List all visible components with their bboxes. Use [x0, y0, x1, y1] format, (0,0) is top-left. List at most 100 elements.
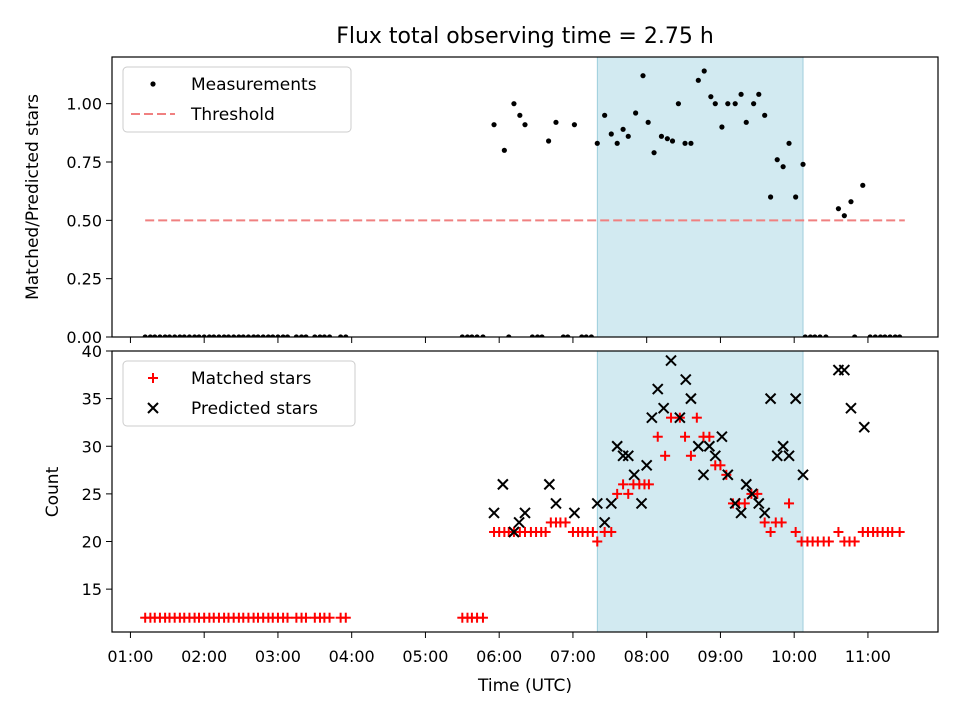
measurements-point	[812, 334, 818, 337]
measurements-point	[317, 334, 323, 337]
matched-stars-point	[643, 479, 654, 490]
measurements-point	[897, 334, 903, 337]
measurements-point	[732, 101, 738, 107]
measurements-point	[695, 77, 701, 83]
measurements-point	[712, 101, 718, 107]
matched-stars-point	[894, 526, 905, 537]
predicted-stars-point-b	[646, 411, 658, 424]
measurements-point	[251, 334, 257, 337]
measurements-point	[162, 334, 168, 337]
predicted-stars-point	[703, 440, 716, 452]
measurements-point	[157, 334, 163, 337]
measurements-point	[751, 101, 757, 107]
measurements-point	[664, 136, 670, 142]
predicted-stars-point	[735, 507, 747, 519]
measurements-point	[651, 150, 657, 156]
measurements-point	[539, 334, 545, 337]
legend-label-matched-stars: Matched stars	[191, 369, 311, 389]
predicted-stars-point	[740, 478, 752, 491]
panel-counts: 15 20 25 30 35 40 01:00 02:00 03:00 04:00 05:00 06:…	[82, 342, 939, 666]
measurements-point	[608, 131, 614, 137]
predicted-stars-point-b	[709, 450, 721, 462]
measurements-point	[633, 110, 639, 116]
predicted-stars-point-b	[550, 497, 562, 510]
measurements-point	[522, 122, 528, 128]
predicted-stars-point-b	[845, 402, 857, 414]
predicted-stars-point	[646, 411, 658, 424]
matched-stars-point	[776, 517, 787, 528]
predicted-stars-point-b	[697, 469, 710, 481]
legend-box	[122, 360, 356, 427]
measurements-point	[529, 334, 535, 337]
y-axis-label-count: Count	[43, 466, 63, 517]
predicted-stars-point	[783, 450, 795, 462]
measurements-point	[887, 334, 893, 337]
predicted-stars-point-b	[622, 450, 634, 462]
matched-stars-point	[759, 517, 770, 528]
matched-stars-point	[691, 412, 702, 423]
measurements-point	[491, 122, 497, 128]
predicted-stars-point	[519, 507, 531, 519]
measurements-point	[459, 334, 465, 337]
measurements-point	[236, 334, 242, 337]
measurements-point	[553, 119, 559, 125]
measurements-point	[546, 138, 552, 144]
predicted-stars-point-b	[783, 450, 795, 462]
matched-stars-point	[790, 526, 801, 537]
matched-stars-point	[765, 526, 776, 537]
chart-title: Flux total observing time = 2.75 h	[336, 24, 714, 49]
measurements-point	[756, 91, 762, 97]
measurements-point	[594, 140, 600, 146]
measurements-point	[867, 334, 873, 337]
x-tick-label: 09:00	[697, 647, 743, 666]
measurements-point	[511, 101, 517, 107]
measurements-point	[211, 334, 217, 337]
predicted-stars-point-b	[488, 507, 500, 519]
predicted-stars-point	[838, 364, 851, 376]
matched-stars-point	[660, 450, 671, 461]
measurements-point	[142, 334, 148, 337]
predicted-stars-point	[789, 392, 802, 405]
predicted-stars-point-b	[497, 478, 509, 491]
measurements-point	[807, 334, 814, 337]
predicted-stars-point-b	[674, 411, 686, 424]
measurements-point	[877, 334, 884, 337]
predicted-stars-point-b	[771, 450, 783, 462]
predicted-stars-point	[497, 478, 509, 491]
measurements-point	[245, 334, 252, 337]
measurements-point	[767, 194, 774, 200]
legend: Measurements Threshold	[122, 66, 352, 133]
y-tick-label: 30	[82, 437, 102, 456]
data-points	[140, 354, 905, 623]
predicted-stars-point	[758, 507, 771, 519]
predicted-stars-point-b	[789, 392, 802, 405]
predicted-stars-point	[617, 450, 629, 462]
measurements-point	[852, 334, 858, 337]
predicted-stars-point	[513, 516, 525, 529]
predicted-stars-point	[764, 392, 777, 405]
measurements-point	[882, 334, 888, 337]
matched-stars-point	[540, 526, 551, 537]
legend-box	[122, 66, 352, 133]
predicted-stars-point-b	[665, 354, 677, 367]
matched-stars-point	[300, 612, 311, 623]
measurements-point	[206, 334, 212, 337]
measurements-point	[841, 213, 847, 219]
measurements-point	[506, 334, 512, 337]
measurements-point	[284, 334, 291, 337]
predicted-stars-point-b	[657, 402, 670, 414]
measurements-point	[280, 334, 286, 337]
predicted-stars-point	[753, 497, 765, 510]
axes-frame	[111, 350, 939, 633]
legend-swatch-predicted-stars	[147, 402, 159, 414]
predicted-stars-point-b	[628, 469, 640, 481]
x-tick-label: 01:00	[107, 647, 153, 666]
predicted-stars-point-b	[703, 440, 716, 452]
predicted-stars-point	[771, 450, 783, 462]
predicted-stars-point	[845, 402, 857, 414]
measurements-point	[645, 119, 651, 125]
measurements-point	[343, 334, 349, 337]
measurements-point	[221, 334, 227, 337]
predicted-stars-point-b	[758, 507, 771, 519]
predicted-stars-point	[628, 469, 640, 481]
